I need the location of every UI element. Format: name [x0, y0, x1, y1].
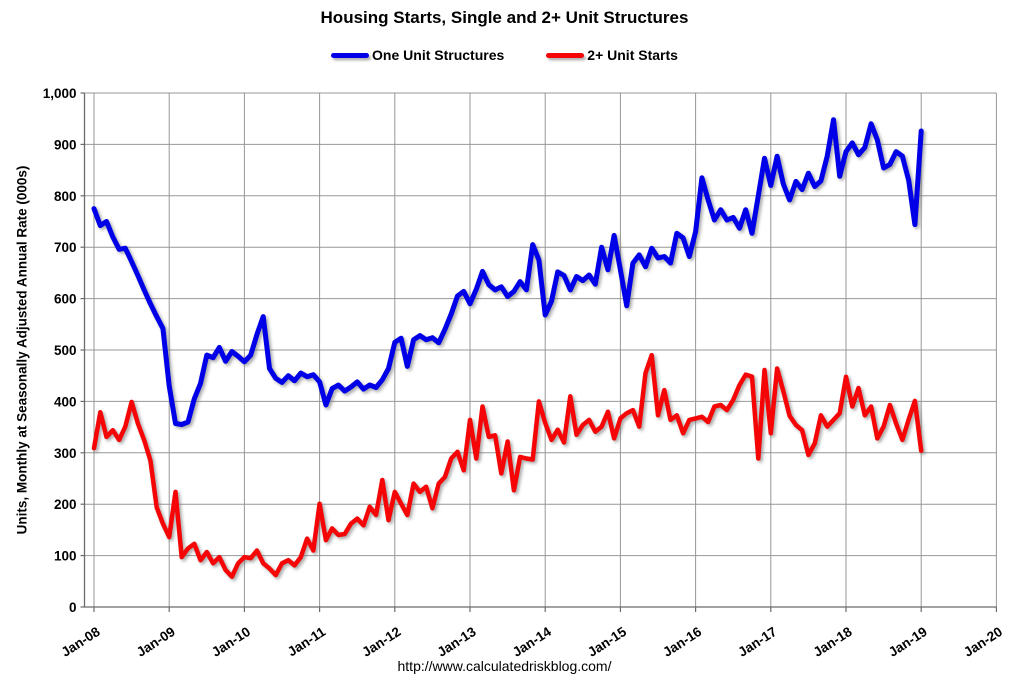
x-tick-labels: Jan-08 Jan-09 Jan-10 Jan-11 Jan-12 Jan-13 Jan-… — [59, 624, 1005, 660]
series-line-one-unit — [91, 117, 924, 427]
page-title: Housing Starts, Single and 2+ Unit Struc… — [320, 8, 689, 27]
svg-text:800: 800 — [54, 189, 77, 204]
svg-text:400: 400 — [54, 394, 77, 409]
svg-text:1,000: 1,000 — [43, 86, 77, 101]
one-unit-line-swatch-icon — [331, 52, 370, 58]
source-url: http://www.calculatedriskblog.com/ — [397, 658, 612, 674]
svg-text:Jan-19: Jan-19 — [886, 624, 930, 660]
svg-text:Jan-10: Jan-10 — [209, 624, 253, 660]
legend-label-two-plus: 2+ Unit Starts — [587, 47, 678, 63]
svg-text:600: 600 — [54, 292, 77, 307]
legend-label-one-unit: One Unit Structures — [372, 47, 505, 63]
svg-text:Jan-08: Jan-08 — [59, 624, 103, 660]
svg-text:Jan-13: Jan-13 — [435, 624, 479, 660]
svg-text:Jan-11: Jan-11 — [285, 624, 329, 660]
y-tick-labels: 0 100 200 300 400 500 600 700 800 900 1,000 — [43, 86, 77, 615]
svg-text:Jan-20: Jan-20 — [961, 624, 1005, 660]
svg-text:700: 700 — [54, 240, 77, 255]
svg-text:100: 100 — [54, 549, 77, 564]
svg-text:Jan-18: Jan-18 — [811, 624, 855, 660]
svg-text:300: 300 — [54, 446, 77, 461]
svg-text:0: 0 — [69, 600, 77, 615]
svg-text:Jan-14: Jan-14 — [510, 624, 554, 660]
two-plus-line-swatch-icon — [546, 52, 585, 58]
svg-text:Jan-15: Jan-15 — [585, 624, 629, 660]
svg-text:200: 200 — [54, 497, 77, 512]
series-line-two-plus — [91, 352, 924, 579]
axes — [80, 92, 998, 612]
legend-item-two-plus: 2+ Unit Starts — [546, 47, 678, 63]
legend-item-one-unit: One Unit Structures — [331, 47, 504, 63]
svg-text:Jan-17: Jan-17 — [735, 624, 779, 660]
svg-text:Jan-12: Jan-12 — [359, 624, 403, 660]
chart-legend: One Unit Structures 2+ Unit Starts — [0, 47, 1009, 63]
svg-text:900: 900 — [54, 137, 77, 152]
svg-text:500: 500 — [54, 343, 77, 358]
svg-text:Jan-16: Jan-16 — [660, 624, 704, 660]
svg-text:Jan-09: Jan-09 — [134, 624, 178, 660]
